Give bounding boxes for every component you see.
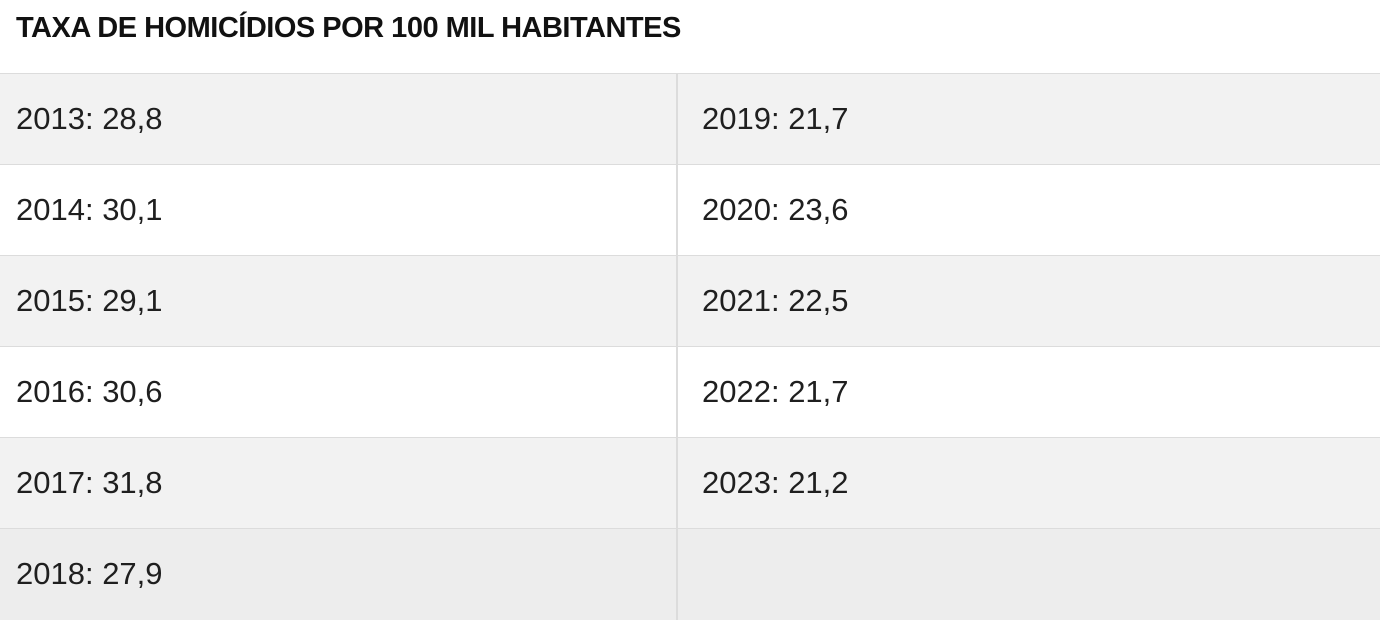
- table-row: 2014: 30,1 2020: 23,6: [0, 164, 1380, 256]
- table-title: TAXA DE HOMICÍDIOS POR 100 MIL HABITANTE…: [16, 12, 681, 44]
- table-cell: 2015: 29,1: [0, 255, 678, 347]
- table-row: 2013: 28,8 2019: 21,7: [0, 73, 1380, 165]
- table-cell: 2017: 31,8: [0, 437, 678, 529]
- table-cell: 2020: 23,6: [677, 164, 1380, 256]
- table-row: 2015: 29,1 2021: 22,5: [0, 255, 1380, 347]
- table-cell-empty: [677, 528, 1380, 620]
- table-row: 2018: 27,9: [0, 528, 1380, 620]
- table-cell: 2018: 27,9: [0, 528, 678, 620]
- table-cell: 2016: 30,6: [0, 346, 678, 438]
- table-row: 2016: 30,6 2022: 21,7: [0, 346, 1380, 438]
- table-row: 2017: 31,8 2023: 21,2: [0, 437, 1380, 529]
- table-cell: 2019: 21,7: [677, 73, 1380, 165]
- table-cell: 2013: 28,8: [0, 73, 678, 165]
- table-cell: 2014: 30,1: [0, 164, 678, 256]
- homicide-rate-table: 2013: 28,8 2019: 21,7 2014: 30,1 2020: 2…: [0, 73, 1380, 620]
- table-cell: 2021: 22,5: [677, 255, 1380, 347]
- table-cell: 2023: 21,2: [677, 437, 1380, 529]
- table-cell: 2022: 21,7: [677, 346, 1380, 438]
